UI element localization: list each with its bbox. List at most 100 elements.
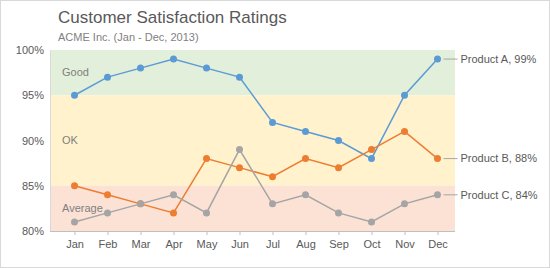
x-tick-mark bbox=[75, 231, 76, 235]
x-tick: Oct bbox=[363, 231, 380, 250]
x-tick-mark bbox=[339, 231, 340, 235]
series-point bbox=[434, 191, 441, 198]
bands bbox=[50, 50, 455, 231]
series-point bbox=[368, 146, 375, 153]
series-point bbox=[236, 146, 243, 153]
series-point bbox=[71, 92, 78, 99]
x-tick-label: Jan bbox=[66, 238, 84, 250]
series-point bbox=[137, 200, 144, 207]
x-tick-mark bbox=[174, 231, 175, 235]
y-tick: 90% bbox=[22, 135, 50, 147]
series-point bbox=[203, 155, 210, 162]
band-label: OK bbox=[62, 134, 79, 146]
series-point bbox=[269, 173, 276, 180]
x-tick-label: Nov bbox=[395, 238, 415, 250]
series-point bbox=[368, 218, 375, 225]
series-point bbox=[170, 56, 177, 63]
y-tick-label: 90% bbox=[22, 135, 44, 147]
series-point bbox=[401, 92, 408, 99]
x-tick-label: Jun bbox=[231, 238, 249, 250]
subtitle: ACME Inc. (Jan - Dec, 2013) bbox=[58, 31, 199, 43]
x-tick-label: May bbox=[197, 238, 218, 250]
x-tick-label: Feb bbox=[99, 238, 118, 250]
x-tick: Feb bbox=[99, 231, 118, 250]
y-tick-label: 95% bbox=[22, 89, 44, 101]
series-point bbox=[401, 128, 408, 135]
x-tick-mark bbox=[372, 231, 373, 235]
x-axis-line bbox=[50, 231, 455, 232]
band-label: Good bbox=[62, 66, 89, 78]
x-tick-label: Jul bbox=[266, 238, 280, 250]
series-line bbox=[75, 131, 438, 212]
series-point bbox=[302, 128, 309, 135]
y-tick: 85% bbox=[22, 180, 50, 192]
x-tick-mark bbox=[108, 231, 109, 235]
band bbox=[50, 50, 455, 95]
x-tick-mark bbox=[273, 231, 274, 235]
x-tick: Nov bbox=[395, 231, 415, 250]
series-point bbox=[434, 155, 441, 162]
x-tick-label: Dec bbox=[428, 238, 448, 250]
y-tick-label: 80% bbox=[22, 225, 44, 237]
series-point bbox=[236, 164, 243, 171]
series-point bbox=[170, 191, 177, 198]
series-point bbox=[170, 209, 177, 216]
series-point bbox=[236, 74, 243, 81]
y-tick: 100% bbox=[16, 44, 50, 56]
x-tick-label: Oct bbox=[363, 238, 380, 250]
series-point bbox=[335, 137, 342, 144]
series-point bbox=[104, 74, 111, 81]
series-point bbox=[203, 209, 210, 216]
x-tick: Aug bbox=[296, 231, 316, 250]
x-tick-mark bbox=[438, 231, 439, 235]
series-point bbox=[104, 191, 111, 198]
series-point bbox=[71, 218, 78, 225]
x-tick: Jul bbox=[266, 231, 280, 250]
x-tick-mark bbox=[207, 231, 208, 235]
series-point bbox=[434, 56, 441, 63]
title: Customer Satisfaction Ratings bbox=[58, 8, 287, 27]
y-tick-label: 100% bbox=[16, 44, 44, 56]
series-point bbox=[203, 65, 210, 72]
y-tick: 80% bbox=[22, 225, 50, 237]
data-label: Product C, 84% bbox=[461, 189, 538, 201]
series-group bbox=[71, 56, 441, 226]
x-tick-mark bbox=[405, 231, 406, 235]
x-tick-mark bbox=[141, 231, 142, 235]
series-point bbox=[269, 200, 276, 207]
label-leader bbox=[444, 158, 458, 159]
y-axis-line bbox=[50, 51, 51, 232]
label-leader bbox=[444, 194, 458, 195]
x-axis: Jan Feb Mar Apr May Jun Jul Aug Sep Oct Nov Dec bbox=[50, 231, 455, 250]
series-point bbox=[269, 119, 276, 126]
x-tick-mark bbox=[306, 231, 307, 235]
y-axis: 80% 85% 90% 95% 100% bbox=[16, 44, 51, 237]
x-tick: Jun bbox=[231, 231, 249, 250]
series-point bbox=[137, 200, 144, 207]
series-point bbox=[401, 200, 408, 207]
label-leader bbox=[444, 59, 458, 60]
x-tick: Mar bbox=[132, 231, 151, 250]
series-point bbox=[335, 209, 342, 216]
y-tick-label: 85% bbox=[22, 180, 44, 192]
x-tick-label: Aug bbox=[296, 238, 316, 250]
series-point bbox=[302, 155, 309, 162]
x-tick: Apr bbox=[165, 231, 182, 250]
series-point bbox=[368, 155, 375, 162]
x-tick: Dec bbox=[428, 231, 448, 250]
series-point bbox=[137, 65, 144, 72]
x-tick-label: Apr bbox=[165, 238, 182, 250]
x-tick: May bbox=[197, 231, 218, 250]
y-tick: 95% bbox=[22, 89, 50, 101]
series-point bbox=[71, 182, 78, 189]
x-tick-mark bbox=[240, 231, 241, 235]
series-line bbox=[75, 150, 438, 222]
series-point bbox=[302, 191, 309, 198]
band bbox=[50, 186, 455, 231]
x-tick-label: Mar bbox=[132, 238, 151, 250]
band-label: Average bbox=[62, 202, 103, 214]
data-label: Product A, 99% bbox=[461, 53, 537, 65]
x-tick: Sep bbox=[329, 231, 349, 250]
x-tick-label: Sep bbox=[329, 238, 349, 250]
chart: Customer Satisfaction Ratings ACME Inc. (… bbox=[0, 0, 550, 268]
